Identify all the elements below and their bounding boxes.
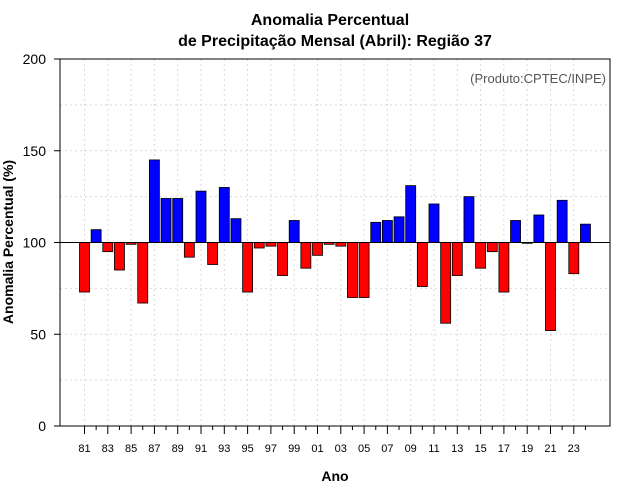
x-tick-label: 81 xyxy=(78,443,90,455)
bar-82 xyxy=(90,229,102,243)
bar-20 xyxy=(533,214,545,243)
bar-00 xyxy=(300,242,312,269)
x-tick-label: 07 xyxy=(381,443,393,455)
bar-04 xyxy=(347,242,358,298)
bar-91 xyxy=(195,190,207,243)
x-tick-label: 97 xyxy=(265,443,277,455)
x-tick-label: 17 xyxy=(498,443,510,455)
bar-11 xyxy=(428,203,440,243)
x-tick-label: 83 xyxy=(102,443,114,455)
x-tick-label: 19 xyxy=(521,443,533,455)
bar-17 xyxy=(498,242,510,293)
x-tick-label: 09 xyxy=(405,443,417,455)
x-tick-label: 05 xyxy=(358,443,370,455)
x-axis: 81 83 85 87 89 91 93 95 97 99 01 03 05 07 09 11 13 15 17 19… xyxy=(78,426,586,455)
bar-95 xyxy=(242,242,254,293)
x-tick-label: 03 xyxy=(335,443,347,455)
bar-83 xyxy=(102,242,114,253)
bar-24 xyxy=(580,223,591,243)
bar-88 xyxy=(160,198,172,243)
bar-86 xyxy=(137,242,149,304)
bar-06 xyxy=(370,221,382,243)
bar-84 xyxy=(114,242,125,271)
bar-15 xyxy=(475,242,487,269)
bars xyxy=(79,159,591,331)
x-tick-label: 11 xyxy=(428,443,439,455)
bar-23 xyxy=(568,242,580,275)
x-tick-label: 85 xyxy=(125,443,137,455)
x-tick-label: 89 xyxy=(172,443,184,455)
bar-90 xyxy=(183,242,195,258)
bar-07 xyxy=(381,220,393,243)
y-axis: 0 50 100 150 200 xyxy=(23,51,60,434)
bar-94 xyxy=(230,218,242,243)
x-tick-label: 91 xyxy=(195,443,207,455)
x-tick-label: 21 xyxy=(544,443,556,455)
bar-03 xyxy=(335,242,347,247)
x-tick-label: 23 xyxy=(568,443,580,455)
y-tick-label: 100 xyxy=(23,235,47,251)
y-tick-label: 0 xyxy=(38,418,46,434)
bar-89 xyxy=(172,198,184,243)
bar-09 xyxy=(405,185,417,243)
x-tick-label: 87 xyxy=(148,443,160,455)
x-tick-label: 15 xyxy=(474,443,486,455)
x-axis-label: Ano xyxy=(321,468,348,484)
bar-92 xyxy=(207,242,219,265)
bar-10 xyxy=(416,242,428,287)
chart-title-line2: de Precipitação Mensal (Abril): Região 3… xyxy=(178,33,492,50)
x-tick-label: 93 xyxy=(218,443,230,455)
bar-93 xyxy=(218,187,230,243)
bar-18 xyxy=(510,220,521,243)
bar-21 xyxy=(545,242,556,331)
bar-87 xyxy=(148,159,160,243)
bar-08 xyxy=(393,216,405,243)
bar-99 xyxy=(288,220,300,243)
y-axis-label: Anomalia Percentual (%) xyxy=(0,160,16,324)
bar-14 xyxy=(463,196,475,243)
x-tick-label: 99 xyxy=(288,443,300,455)
bar-05 xyxy=(358,242,370,298)
bar-01 xyxy=(312,242,323,256)
y-tick-label: 200 xyxy=(23,51,47,67)
bar-16 xyxy=(486,242,498,253)
chart-title-line1: Anomalia Percentual xyxy=(251,12,409,29)
bar-96 xyxy=(253,242,265,249)
bar-13 xyxy=(451,242,463,276)
bar-81 xyxy=(79,242,90,293)
bar-12 xyxy=(440,242,452,324)
source-annotation: (Produto:CPTEC/INPE) xyxy=(470,71,606,86)
y-tick-label: 50 xyxy=(30,326,46,342)
x-tick-label: 01 xyxy=(311,443,323,455)
x-tick-label: 95 xyxy=(241,443,253,455)
grid xyxy=(60,59,610,426)
x-tick-label: 13 xyxy=(451,443,463,455)
bar-98 xyxy=(277,242,288,276)
y-tick-label: 150 xyxy=(23,143,47,159)
bar-97 xyxy=(265,242,277,247)
bar-22 xyxy=(556,199,568,243)
